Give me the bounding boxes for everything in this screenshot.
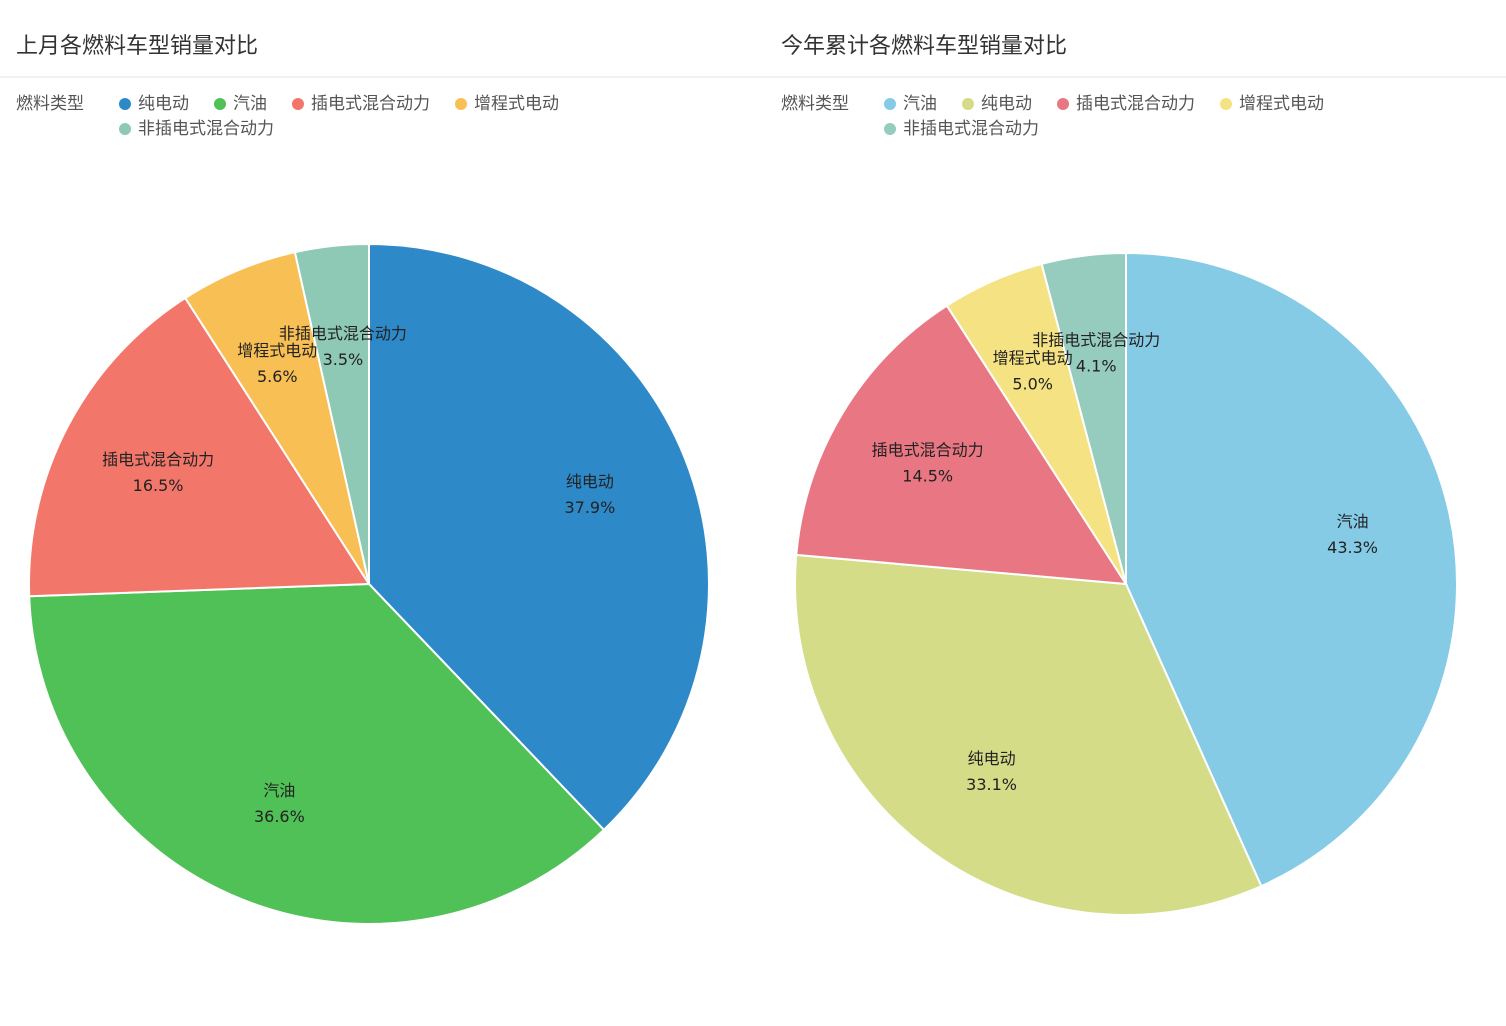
pie-slice xyxy=(28,296,371,598)
slice-value-label: 4.1% xyxy=(1076,357,1117,376)
slice-value-label: 3.5% xyxy=(323,350,364,369)
legend-marker xyxy=(884,98,896,110)
slice-category-label: 插电式混合动力 xyxy=(872,441,984,460)
legend-label: 非插电式混合动力 xyxy=(138,119,274,139)
legend-marker xyxy=(1057,98,1069,110)
pie-slice xyxy=(1125,251,1458,888)
legend-marker xyxy=(1220,98,1232,110)
pie-slice xyxy=(795,304,1128,586)
slice-value-label: 5.0% xyxy=(1012,374,1053,393)
legend-label: 纯电动 xyxy=(138,94,189,114)
legend-label: 插电式混合动力 xyxy=(311,94,430,114)
legend-marker xyxy=(119,98,131,110)
slice-category-label: 汽油 xyxy=(263,781,295,800)
legend-marker xyxy=(214,98,226,110)
legend-marker xyxy=(455,98,467,110)
legend-title: 燃料类型 xyxy=(781,94,849,114)
slice-category-label: 汽油 xyxy=(1337,512,1369,531)
legend-marker xyxy=(119,123,131,135)
slice-category-label: 增程式电动 xyxy=(993,348,1073,367)
pie-slice xyxy=(794,553,1263,916)
legend-marker xyxy=(962,98,974,110)
legend-marker xyxy=(884,123,896,135)
pie-slice xyxy=(293,242,370,585)
slice-category-label: 插电式混合动力 xyxy=(102,450,214,469)
slice-value-label: 33.1% xyxy=(966,775,1017,794)
chart-title: 今年累计各燃料车型销量对比 xyxy=(781,34,1067,59)
slice-value-label: 16.5% xyxy=(133,476,184,495)
slice-value-label: 43.3% xyxy=(1327,538,1378,557)
slice-category-label: 非插电式混合动力 xyxy=(279,324,407,343)
slice-category-label: 纯电动 xyxy=(968,749,1016,768)
chart-title: 上月各燃料车型销量对比 xyxy=(16,34,258,59)
legend-label: 插电式混合动力 xyxy=(1076,94,1195,114)
legend-label: 汽油 xyxy=(233,94,267,114)
slice-category-label: 非插电式混合动力 xyxy=(1032,331,1160,350)
legend-marker xyxy=(292,98,304,110)
legend-label: 非插电式混合动力 xyxy=(903,119,1039,139)
legend-title: 燃料类型 xyxy=(16,94,84,114)
slice-category-label: 增程式电动 xyxy=(237,341,317,360)
pie-slice xyxy=(1040,251,1127,585)
pie-slice xyxy=(28,582,606,925)
legend-label: 增程式电动 xyxy=(1239,94,1324,114)
pie-slice xyxy=(368,242,710,832)
slice-value-label: 14.5% xyxy=(902,467,953,486)
legend-label: 增程式电动 xyxy=(474,94,559,114)
slice-value-label: 5.6% xyxy=(257,367,298,386)
legend-label: 纯电动 xyxy=(981,94,1032,114)
slice-value-label: 36.6% xyxy=(254,807,305,826)
slice-category-label: 纯电动 xyxy=(566,472,614,491)
slice-value-label: 37.9% xyxy=(564,498,615,517)
legend-label: 汽油 xyxy=(903,94,937,114)
